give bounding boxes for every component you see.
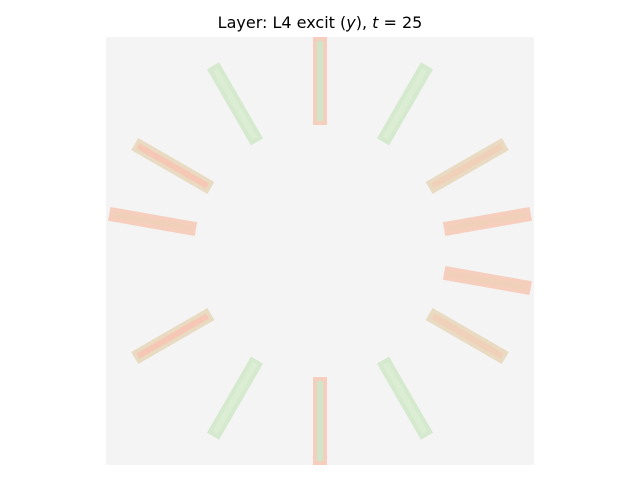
bar-spoke [108,206,198,237]
bar-spoke-core [382,67,428,140]
bar-spoke-core [447,270,528,291]
bar-spoke-core [431,143,504,189]
bar-spoke [131,307,215,365]
title-prefix: Layer: L4 excit ( [217,13,347,32]
bar-spoke [425,307,509,365]
bar-spoke-core [136,143,209,189]
bar-spoke [206,62,264,146]
bar-spoke [376,356,434,440]
title-mid: ), [355,13,373,32]
bar-spoke [425,137,509,195]
bar-spoke [442,206,532,237]
activation-map-image [106,37,534,465]
image-plot [106,37,534,465]
figure-title: Layer: L4 excit (y), t = 25 [0,13,640,33]
bar-pattern [108,37,532,465]
bar-spoke [442,265,532,296]
bar-spoke-core [447,211,528,232]
title-time-symbol: t [372,13,379,32]
bar-spoke-core [136,313,209,359]
bar-spoke-core [317,381,323,461]
bar-spoke [313,37,327,125]
bar-spoke-core [317,41,323,121]
bar-spoke-core [382,362,428,435]
bar-spoke [206,356,264,440]
bar-spoke [313,377,327,465]
bar-spoke-core [212,67,258,140]
bar-spoke [376,62,434,146]
title-variable: y [346,13,356,32]
title-time-value: = 25 [378,13,423,32]
bar-spoke-core [431,313,504,359]
bar-spoke-core [212,362,258,435]
bar-spoke [131,137,215,195]
bar-spoke-core [112,211,193,232]
